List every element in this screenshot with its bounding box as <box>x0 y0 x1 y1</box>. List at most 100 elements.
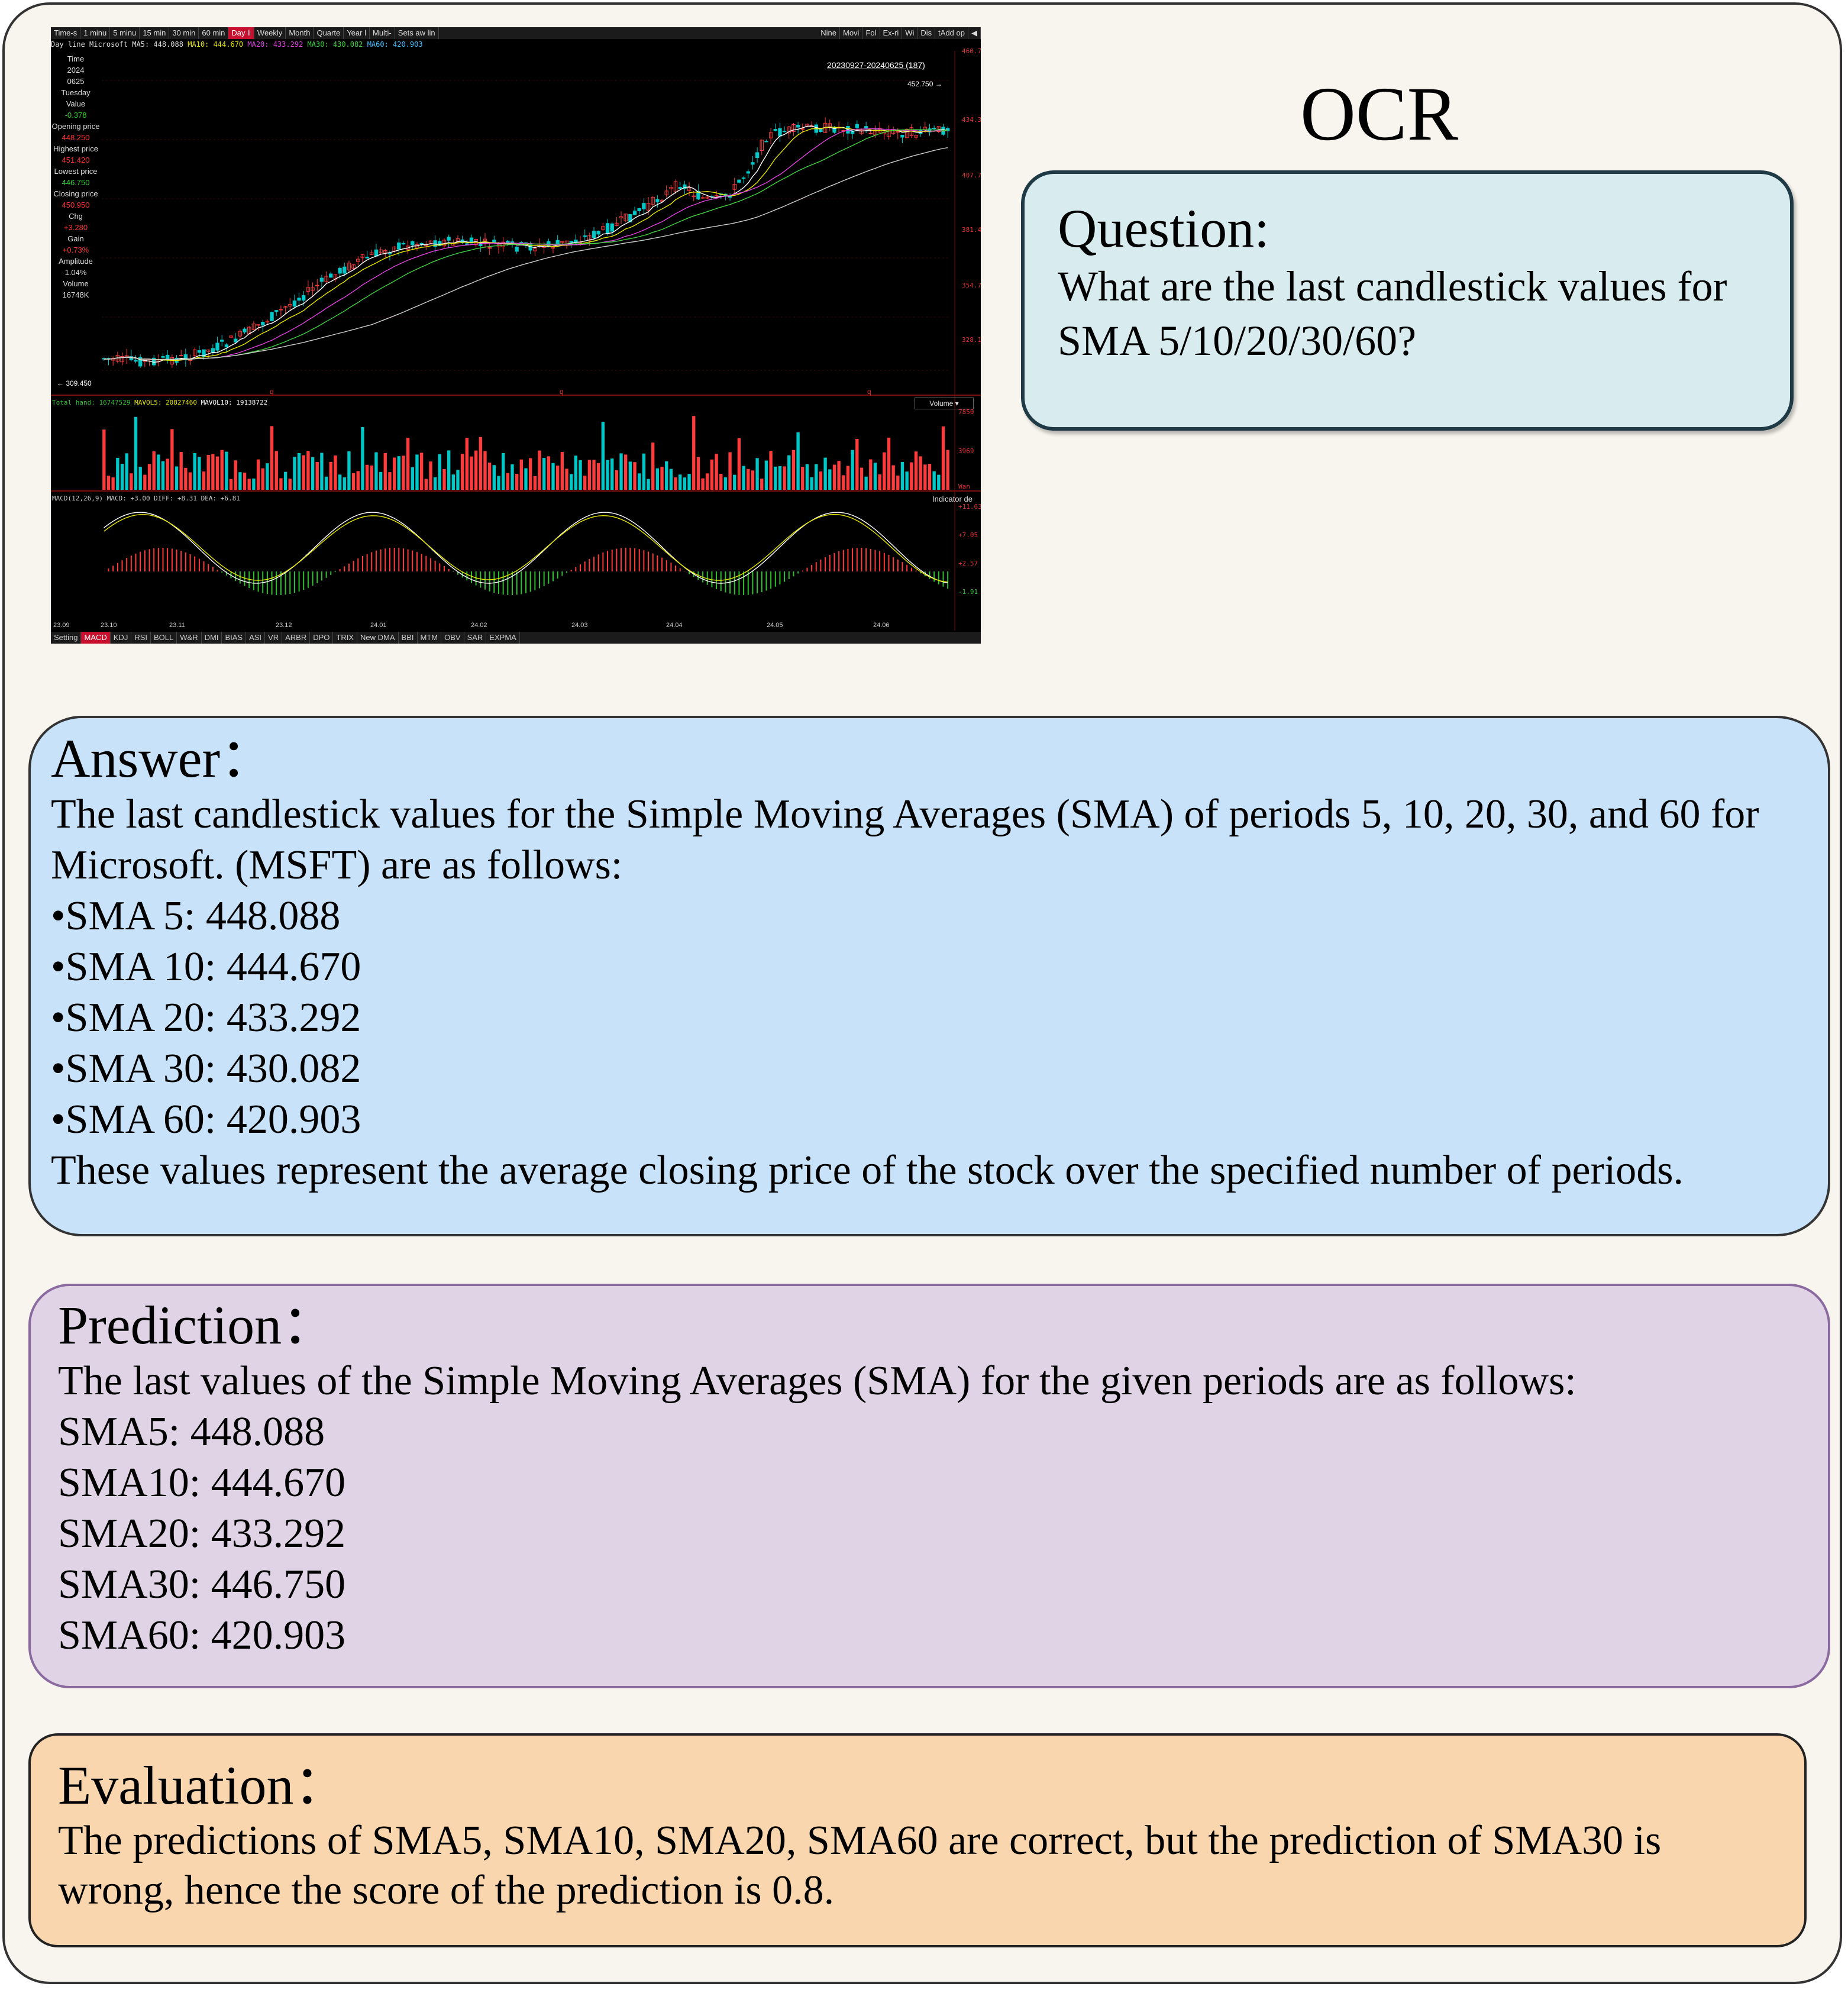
toolbar-right-button[interactable]: Ex-ri <box>880 27 903 39</box>
period-tab[interactable]: Multi- <box>370 27 395 39</box>
period-tab[interactable]: Day li <box>228 27 254 39</box>
indicator-tabs: Setting MACD KDJ RSI BOLL W&R DMI BIAS ASI VR ARBR… <box>51 632 981 644</box>
candle-body <box>324 276 328 282</box>
volume-bar <box>538 450 541 490</box>
period-tab[interactable]: Month <box>286 27 314 39</box>
toolbar-right-button[interactable]: Dis <box>917 27 936 39</box>
info-ma5: MA5: 448.088 <box>132 40 183 49</box>
volume-bar <box>805 464 809 490</box>
period-tab[interactable]: Year l <box>344 27 370 39</box>
indicator-tab[interactable]: DMI <box>202 632 222 644</box>
period-tab[interactable]: 60 min <box>199 27 229 39</box>
candle-body <box>574 239 578 243</box>
high-marker: 452.750 → <box>907 80 942 88</box>
volume-bar <box>143 474 147 490</box>
info-ma10: MA10: 444.670 <box>188 40 244 49</box>
indicator-tab[interactable]: SAR <box>464 632 487 644</box>
sidebar-label: Tuesday <box>61 88 91 97</box>
indicator-tab[interactable]: BBI <box>399 632 418 644</box>
volume-bar <box>941 426 945 490</box>
indicator-tab[interactable]: OBV <box>441 632 464 644</box>
volume-bar <box>891 465 895 490</box>
volume-bar <box>447 450 451 490</box>
indicator-tab[interactable]: MTM <box>418 632 442 644</box>
date-tick-label: 23.09 <box>53 622 70 629</box>
volume-bar <box>334 455 337 490</box>
candle-body <box>896 131 900 133</box>
toolbar-right-button[interactable]: Fol <box>862 27 880 39</box>
volume-bar <box>211 454 215 490</box>
period-tab[interactable]: 30 min <box>169 27 199 39</box>
candle-body <box>705 196 709 199</box>
indicator-tab[interactable]: Setting <box>51 632 82 644</box>
indicator-tab[interactable]: TRIX <box>333 632 358 644</box>
candle-body <box>428 240 433 244</box>
toolbar-right-button[interactable]: Movi <box>840 27 863 39</box>
indicator-tab[interactable]: New DMA <box>357 632 399 644</box>
volume-dropdown[interactable]: Volume ▾ <box>915 398 974 409</box>
candle-body <box>696 190 700 200</box>
volume-bar <box>855 438 859 490</box>
indicator-tab[interactable]: BOLL <box>151 632 177 644</box>
candle-body <box>206 350 211 352</box>
indicator-tab[interactable]: KDJ <box>111 632 132 644</box>
indicator-tab[interactable]: BIAS <box>222 632 247 644</box>
period-tab[interactable]: Weekly <box>254 27 286 39</box>
candle-body <box>904 128 909 138</box>
answer-item: •SMA 30: 430.082 <box>51 1046 361 1091</box>
volume-bar <box>474 450 478 490</box>
candle-body <box>356 259 360 262</box>
volume-bar <box>751 470 755 490</box>
volume-bar <box>932 471 936 490</box>
volume-bar <box>161 461 165 490</box>
period-tab[interactable]: Sets aw lin <box>395 27 439 39</box>
volume-bar <box>343 477 346 490</box>
candle-body <box>401 243 406 245</box>
volume-bar <box>583 476 587 490</box>
candle-body <box>238 331 243 337</box>
candle-body <box>483 238 487 241</box>
volume-bar <box>497 476 500 490</box>
price-tick-label: 354.78 <box>962 282 981 289</box>
period-tab[interactable]: 15 min <box>140 27 170 39</box>
candle-body <box>637 208 641 211</box>
volume-bar <box>329 461 332 490</box>
indicator-tab[interactable]: DPO <box>310 632 334 644</box>
volume-bar <box>519 459 524 490</box>
volume-total: Total hand: 16747529 <box>52 399 131 406</box>
toolbar-right-button[interactable]: Wi <box>902 27 918 39</box>
period-tab[interactable]: 1 minu <box>80 27 111 39</box>
sidebar-value: 2024 <box>67 66 85 75</box>
toolbar-right-button[interactable]: Nine <box>818 27 840 39</box>
indicator-tab[interactable]: RSI <box>131 632 151 644</box>
candle-body <box>628 214 632 222</box>
period-tab[interactable]: Quarte <box>314 27 344 39</box>
volume-bar <box>597 463 600 490</box>
volume-bar <box>846 466 850 490</box>
candle-body <box>737 179 741 183</box>
candle-body <box>796 124 800 128</box>
indicator-tab[interactable]: MACD <box>81 632 111 644</box>
indicator-tab[interactable]: VR <box>265 632 283 644</box>
indicator-tab[interactable]: W&R <box>177 632 202 644</box>
candle-body <box>646 203 651 211</box>
sidebar-label: Amplitude <box>59 257 93 266</box>
date-tick-label: 23.11 <box>169 622 185 629</box>
volume-bar <box>388 472 392 490</box>
date-tick-label: 24.02 <box>471 622 487 629</box>
candle-body <box>292 301 297 307</box>
volume-bar <box>747 469 750 490</box>
toolbar-right-button[interactable]: tAdd op <box>935 27 968 39</box>
indicator-tab[interactable]: ASI <box>246 632 266 644</box>
volume-bar <box>170 429 174 490</box>
period-tab[interactable]: 5 minu <box>110 27 140 39</box>
candle-body <box>583 235 587 237</box>
indicator-tab[interactable]: ARBR <box>282 632 311 644</box>
indicator-tab[interactable]: EXPMA <box>486 632 520 644</box>
volume-bar <box>193 453 196 490</box>
candle-body <box>329 273 333 278</box>
toolbar-right-button[interactable]: ◀ <box>968 27 981 39</box>
toolbar-right-group: Nine Movi Fol Ex-ri Wi Dis tAdd op ◀ <box>818 27 981 39</box>
volume-bar <box>415 454 419 490</box>
period-tab[interactable]: Time-s <box>51 27 81 39</box>
